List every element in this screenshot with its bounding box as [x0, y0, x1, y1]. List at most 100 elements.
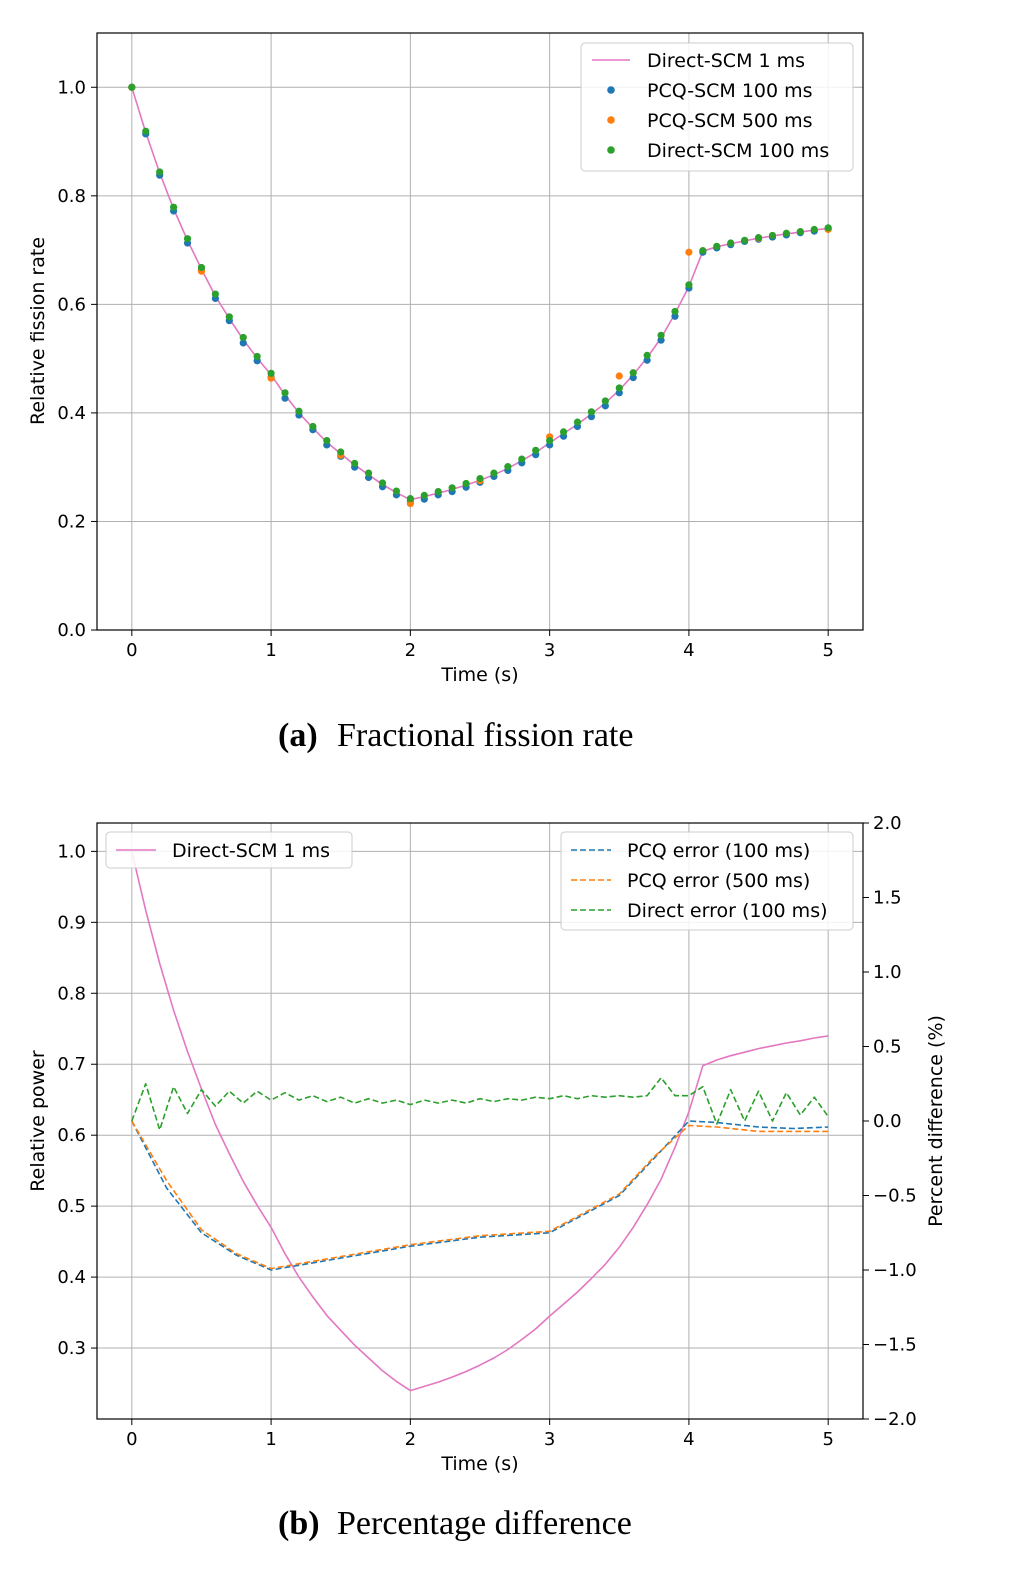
legend-b-direct-100-label: Direct error (100 ms) [627, 900, 828, 922]
series-pcq-error-500-ms-line [131, 1120, 829, 1270]
legend-a-direct-100-swatch [607, 146, 615, 154]
panel-b-legend-right-box [560, 831, 854, 931]
series-direct-scm-100-ms-point [239, 333, 247, 342]
series-direct-scm-100-ms-point [337, 448, 345, 456]
y-tick-label: 1.0 [57, 841, 86, 862]
series-pcq-scm-500-ms-point [685, 248, 693, 256]
series-direct-scm-100-ms-point [685, 281, 693, 289]
series-direct-scm-100-ms-point [504, 463, 512, 471]
y-tick-label: 0.9 [57, 912, 86, 933]
x-tick-label: 4 [683, 1429, 694, 1450]
series-direct-scm-100-ms-point [462, 479, 470, 488]
panel-b-series [131, 851, 829, 1392]
panel-b-caption-label: (b) [278, 1505, 320, 1542]
series-direct-scm-100-ms-point [546, 436, 554, 445]
legend-a-pcq-100-swatch [607, 86, 615, 94]
series-direct-scm-100-ms-point [810, 225, 818, 234]
series-pcq-scm-100-ms-point [281, 394, 289, 402]
y-right-tick-label: −1.5 [873, 1335, 917, 1356]
panel-a-caption-label: (a) [278, 717, 318, 754]
series-direct-scm-100-ms-point [532, 446, 540, 454]
x-tick-label: 3 [544, 640, 555, 661]
series-direct-scm-100-ms-point [448, 484, 456, 492]
x-tick-label: 1 [265, 640, 276, 661]
series-direct-scm-100-ms-point [156, 168, 164, 176]
panel-b-y-axis-label-right: Percent difference (%) [925, 1015, 947, 1227]
legend-a-pcq-500-swatch [607, 116, 615, 124]
legend-a-pcq-100-label: PCQ-SCM 100 ms [647, 80, 813, 102]
x-tick-label: 2 [405, 1429, 416, 1450]
series-direct-scm-100-ms-point [713, 242, 721, 250]
y-tick-label: 1.0 [57, 77, 86, 98]
series-direct-scm-100-ms-point [643, 351, 651, 359]
panel-b-y-ticks-left: 0.3 0.4 0.5 0.6 0.7 0.8 0.9 1.0 [57, 841, 97, 1359]
y-tick-label: 0.8 [57, 186, 86, 207]
x-tick-label: 5 [822, 640, 833, 661]
y-tick-label: 0.7 [57, 1054, 86, 1075]
series-direct-scm-100-ms-point [573, 418, 582, 426]
panel-b-legend-left-box [105, 831, 353, 869]
series-direct-scm-100-ms-point [587, 408, 596, 416]
series-direct-scm-100-ms-point [782, 229, 791, 237]
series-pcq-scm-500-ms-point [615, 372, 623, 380]
series-direct-scm-100-ms-point [281, 389, 289, 397]
series-direct-scm-100-ms-point [211, 290, 219, 298]
legend-b-pcq-100-label: PCQ error (100 ms) [627, 840, 810, 862]
series-direct-scm-100-ms-point [796, 228, 804, 236]
series-direct-scm-100-ms-point [128, 83, 136, 91]
x-tick-label: 1 [265, 1429, 276, 1450]
y-right-tick-label: −2.0 [873, 1409, 917, 1430]
y-tick-label: 0.4 [57, 403, 86, 424]
series-direct-scm-100-ms-point [741, 236, 749, 244]
panel-b-chart: 0 1 2 3 4 5 0.3 0.4 0.5 0.6 0.7 0.8 0.9 1.0 −2.0 −1.5… [27, 813, 947, 1542]
series-direct-scm-100-ms-point [824, 224, 832, 232]
series-direct-scm-100-ms-point [615, 384, 623, 392]
series-direct-error-100-ms-line [131, 1077, 829, 1131]
legend-b-pcq-500-label: PCQ error (500 ms) [627, 870, 810, 892]
x-tick-label: 2 [405, 640, 416, 661]
y-tick-label: 0.6 [57, 294, 86, 315]
series-direct-scm-100-ms-point [351, 459, 359, 467]
panel-a-legend: Direct-SCM 1 ms PCQ-SCM 100 ms PCQ-SCM 5… [580, 42, 854, 172]
x-tick-label: 3 [544, 1429, 555, 1450]
series-pcq-scm-100-ms-point [239, 339, 247, 347]
panel-a-series [128, 83, 832, 508]
series-direct-scm-1-ms-line [131, 851, 829, 1392]
panel-a-y-ticks: 0.0 0.2 0.4 0.6 0.8 1.0 [57, 77, 97, 641]
x-tick-label: 0 [126, 640, 137, 661]
y-tick-label: 0.2 [57, 511, 86, 532]
y-tick-label: 0.8 [57, 983, 86, 1004]
series-direct-scm-100-ms-point [601, 397, 609, 405]
y-right-tick-label: 2.0 [873, 813, 902, 834]
y-tick-label: 0.0 [57, 620, 86, 641]
series-direct-scm-100-ms-point [170, 203, 178, 211]
y-right-tick-label: −1.0 [873, 1260, 917, 1281]
series-direct-scm-100-ms-point [768, 231, 777, 240]
panel-b-legend-left: Direct-SCM 1 ms [105, 831, 353, 869]
series-direct-scm-100-ms-point [476, 474, 484, 483]
series-direct-scm-100-ms-point [727, 239, 735, 247]
y-tick-label: 0.5 [57, 1196, 86, 1217]
series-direct-scm-100-ms-point [420, 491, 428, 500]
series-direct-scm-100-ms-point [378, 479, 387, 487]
series-direct-scm-100-ms-point [183, 235, 192, 243]
panel-a-x-axis-label: Time (s) [440, 664, 518, 686]
series-direct-scm-100-ms-point [629, 369, 637, 377]
panel-a-y-axis-label: Relative fission rate [27, 237, 49, 425]
x-tick-label: 4 [683, 640, 694, 661]
series-direct-scm-100-ms-point [364, 469, 373, 477]
series-direct-scm-100-ms-point [671, 307, 679, 316]
y-tick-label: 0.3 [57, 1338, 86, 1359]
x-tick-label: 0 [126, 1429, 137, 1450]
y-right-tick-label: 0.5 [873, 1037, 902, 1058]
panel-b-x-axis-label: Time (s) [440, 1453, 518, 1475]
series-direct-scm-100-ms-point [490, 469, 498, 477]
series-direct-scm-100-ms-point [406, 495, 414, 503]
panel-b-caption: (b) Percentage difference [278, 1505, 632, 1542]
panel-b-legend-right: PCQ error (100 ms) PCQ error (500 ms) Di… [560, 831, 854, 931]
y-right-tick-label: 1.5 [873, 888, 902, 909]
panel-a-caption-text: Fractional fission rate [337, 717, 633, 754]
series-direct-scm-100-ms-point [142, 127, 150, 135]
legend-b-direct-1ms-label: Direct-SCM 1 ms [172, 840, 330, 862]
